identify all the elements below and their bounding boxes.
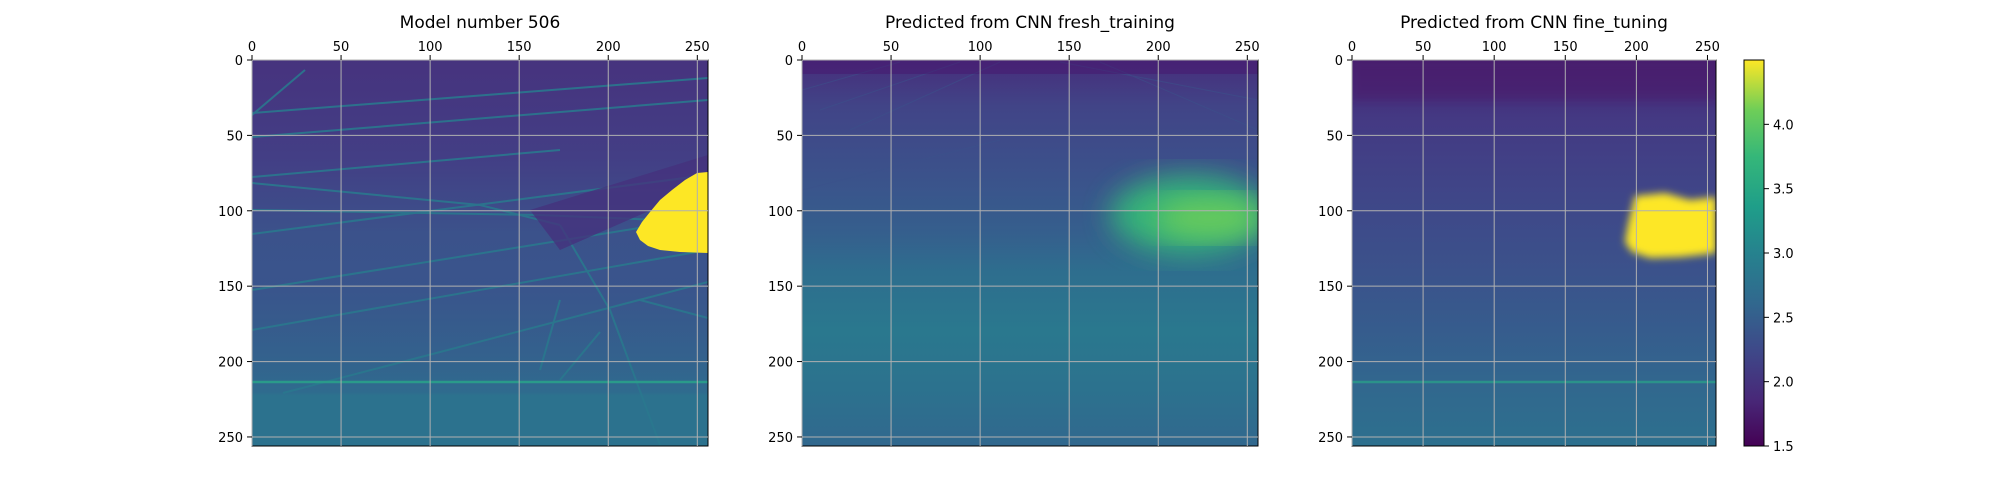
colorbar-ticks: 1.5 2.0 2.5 3.0 3.5 4.0	[1764, 118, 1794, 455]
x-tick-label: 0	[248, 40, 256, 55]
y-ticks: 0 50 100 150 200 250	[1318, 54, 1352, 446]
colorbar-gradient	[1743, 59, 1765, 447]
y-tick-label: 0	[785, 54, 793, 69]
y-tick-label: 0	[235, 54, 243, 69]
y-tick-label: 150	[1318, 280, 1343, 295]
y-tick-label: 0	[1335, 54, 1343, 69]
y-tick-label: 250	[1318, 431, 1343, 446]
colorbar: 1.5 2.0 2.5 3.0 3.5 4.0	[1743, 59, 1794, 455]
x-tick-label: 200	[596, 40, 621, 55]
x-tick-label: 150	[1057, 40, 1082, 55]
x-tick-label: 200	[1624, 40, 1649, 55]
y-tick-label: 100	[1318, 205, 1343, 220]
x-tick-label: 50	[1415, 40, 1432, 55]
predicted-anomaly-core	[1155, 198, 1258, 238]
colorbar-tick-label: 1.5	[1773, 440, 1794, 455]
dark-strip	[1352, 60, 1716, 100]
x-tick-label: 0	[798, 40, 806, 55]
dark-strip	[802, 60, 1258, 74]
colorbar-tick-label: 3.5	[1773, 183, 1794, 198]
x-tick-label: 250	[1235, 40, 1260, 55]
x-ticks: 0 50 100 150 200 250	[248, 40, 710, 60]
y-tick-label: 200	[1318, 356, 1343, 371]
y-tick-label: 50	[1326, 129, 1343, 144]
panel-cnn-fresh-training: 0 50 100 150 200 250 0 50 100 150 200 250 Predicte…	[768, 13, 1260, 447]
x-tick-label: 50	[333, 40, 350, 55]
chart-title: Predicted from CNN fresh_training	[885, 13, 1175, 33]
grid	[1351, 59, 1716, 446]
y-tick-label: 250	[218, 431, 243, 446]
y-tick-label: 100	[218, 205, 243, 220]
y-tick-label: 200	[768, 356, 793, 371]
y-tick-label: 50	[226, 129, 243, 144]
y-ticks: 0 50 100 150 200 250	[218, 54, 252, 446]
grid	[801, 59, 1258, 446]
x-tick-label: 250	[1695, 40, 1720, 55]
y-tick-label: 50	[776, 129, 793, 144]
y-tick-label: 150	[218, 280, 243, 295]
y-tick-label: 150	[768, 280, 793, 295]
x-ticks: 0 50 100 150 200 250	[1348, 40, 1720, 60]
x-tick-label: 100	[968, 40, 993, 55]
y-tick-label: 100	[768, 205, 793, 220]
x-tick-label: 250	[685, 40, 710, 55]
x-ticks: 0 50 100 150 200 250	[798, 40, 1260, 60]
grid	[251, 59, 708, 446]
colorbar-tick-label: 2.5	[1773, 311, 1794, 326]
x-tick-label: 100	[1482, 40, 1507, 55]
y-tick-label: 200	[218, 356, 243, 371]
y-ticks: 0 50 100 150 200 250	[768, 54, 802, 446]
x-tick-label: 200	[1146, 40, 1171, 55]
x-tick-label: 100	[418, 40, 443, 55]
chart-title: Predicted from CNN fine_tuning	[1400, 13, 1668, 33]
y-tick-label: 250	[768, 431, 793, 446]
colorbar-tick-label: 4.0	[1773, 118, 1794, 133]
chart-title: Model number 506	[400, 13, 561, 33]
x-tick-label: 0	[1348, 40, 1356, 55]
high-value-body	[636, 172, 708, 253]
x-tick-label: 50	[883, 40, 900, 55]
panel-cnn-fine-tuning: 0 50 100 150 200 250 0 50 100 150 200 250 Predicte…	[1318, 13, 1720, 447]
low-velocity-wedge	[530, 155, 708, 250]
colorbar-tick-label: 2.0	[1773, 376, 1794, 391]
panel-model-506: 0 50 100 150 200 250 0 50 100 150 200 250 Model nu…	[218, 13, 710, 447]
high-value-body	[1625, 193, 1716, 258]
x-tick-label: 150	[507, 40, 532, 55]
x-tick-label: 150	[1553, 40, 1578, 55]
colorbar-tick-label: 3.0	[1773, 247, 1794, 262]
